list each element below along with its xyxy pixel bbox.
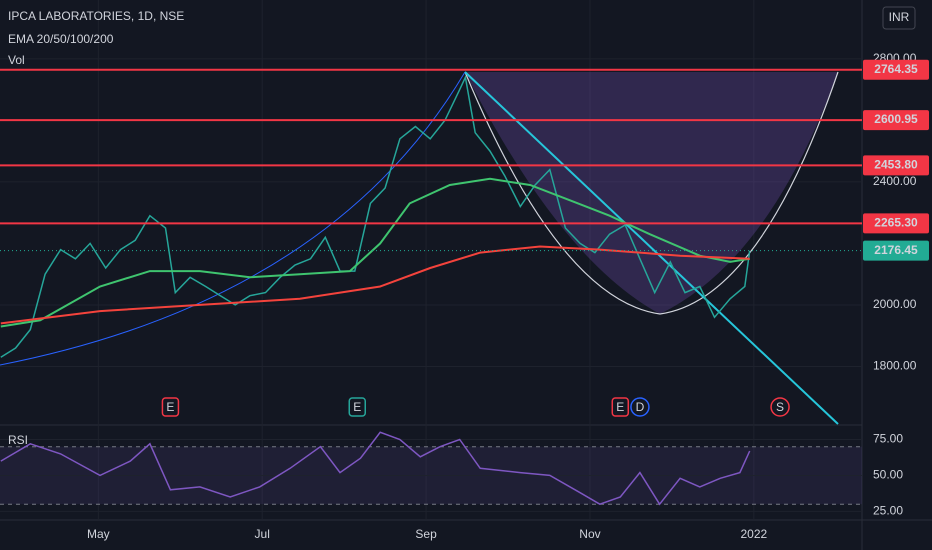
level-label: 2453.80	[874, 158, 918, 172]
level-tag	[863, 110, 929, 131]
last-price-tag	[863, 240, 929, 261]
grid	[0, 0, 862, 520]
level-label: 2265.30	[874, 216, 918, 230]
price-line	[0, 245, 750, 325]
cup-fill	[465, 72, 838, 314]
rsi-tick-label: 50.00	[873, 468, 903, 482]
symbol-title: IPCA LABORATORIES, 1D, NSE	[8, 9, 184, 23]
rsi-line	[0, 431, 751, 506]
event-label: E	[166, 400, 174, 414]
drawings	[0, 71, 839, 425]
x-tick-label: Jul	[255, 527, 270, 541]
level-tag	[863, 213, 929, 234]
x-tick-label: Nov	[579, 527, 600, 541]
event-marker	[770, 397, 790, 417]
y-tick-label: 2400.00	[873, 174, 917, 188]
level-label: 2764.35	[874, 62, 918, 76]
price-line	[0, 74, 751, 358]
rsi-tick-label: 75.00	[873, 432, 903, 446]
x-tick-label: 2022	[740, 527, 767, 541]
y-tick-label: 1800.00	[873, 359, 917, 373]
x-tick-label: Sep	[415, 527, 437, 541]
event-label: S	[776, 400, 784, 414]
event-marker	[348, 397, 367, 417]
price-line	[0, 177, 750, 328]
cup-curve	[464, 71, 839, 315]
level-label: 2600.95	[874, 112, 918, 126]
x-tick-label: May	[87, 527, 110, 541]
event-marker	[161, 397, 180, 417]
last-price-label: 2176.45	[874, 243, 918, 257]
level-tag	[863, 155, 929, 176]
rsi-label: RSI	[8, 433, 28, 447]
currency-box[interactable]	[882, 6, 916, 30]
event-marker	[611, 397, 630, 417]
event-marker	[630, 397, 650, 417]
currency-label[interactable]: INR	[889, 10, 910, 24]
event-label: E	[353, 400, 361, 414]
level-tag	[863, 59, 929, 80]
y-tick-label: 2000.00	[873, 297, 917, 311]
event-label: E	[616, 400, 624, 414]
trend-line	[464, 71, 839, 425]
event-label: D	[636, 400, 645, 414]
rsi-tick-label: 25.00	[873, 504, 903, 518]
indicator-label: EMA 20/50/100/200	[8, 32, 114, 46]
marks	[0, 68, 862, 506]
volume-label: Vol	[8, 53, 25, 67]
